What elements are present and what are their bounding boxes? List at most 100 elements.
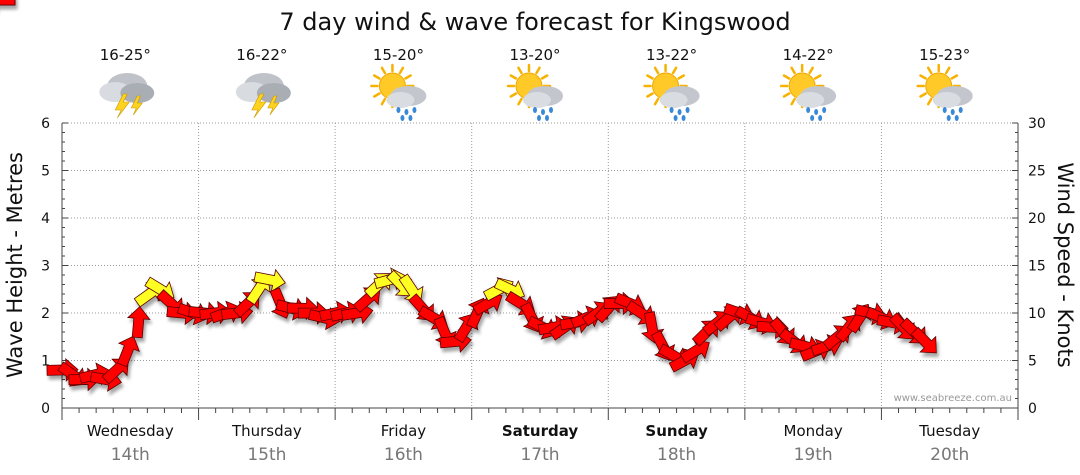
date-label: 20th [930, 445, 969, 465]
sun-ray [509, 74, 518, 80]
temp-range-label: 13-20° [509, 46, 560, 64]
cloud-shape [523, 92, 551, 108]
right-tick-label: 0 [1028, 401, 1037, 417]
day-label: Friday [381, 422, 427, 440]
rain-drop [404, 109, 409, 115]
sun-ray [372, 92, 381, 98]
date-label: 15th [247, 445, 286, 465]
sun-ray [790, 66, 796, 75]
rain-drop [537, 115, 541, 121]
sun-ray [671, 66, 678, 75]
rain-drop [541, 109, 545, 115]
day-label: Tuesday [918, 422, 980, 440]
rain-drop [669, 107, 674, 113]
wind-arrow [126, 305, 151, 339]
left-tick-label: 3 [41, 259, 50, 275]
sun-ray [380, 66, 387, 75]
temp-range-label: 15-23° [919, 46, 970, 64]
sun-ray [517, 66, 523, 75]
lightning-bolt [130, 95, 143, 116]
chart-axes: 0 1 2 3 4 5 6 0 5 10 15 20 25 30 [41, 116, 1046, 420]
day-label: Sunday [645, 422, 708, 440]
date-label: 17th [520, 445, 559, 465]
rain-drop [942, 107, 947, 113]
left-tick-label: 1 [41, 354, 50, 370]
wind-arrow [101, 358, 129, 385]
left-tick-label: 4 [41, 211, 50, 227]
sun-ray [944, 66, 951, 75]
credit-text: www.seabreeze.com.au [894, 393, 1012, 404]
rain-drop [408, 115, 413, 121]
right-tick-label: 20 [1028, 211, 1046, 227]
rain-drop [400, 115, 405, 121]
temp-range-label: 16-22° [236, 46, 287, 64]
right-tick-label: 25 [1028, 164, 1046, 180]
wind-arrows [0, 0, 937, 392]
cloud-shape [120, 83, 155, 103]
day-label: Monday [784, 422, 843, 440]
lightning-bolt [251, 93, 267, 119]
sun-ray [646, 92, 654, 98]
cloud-shape [659, 92, 688, 108]
right-tick-label: 15 [1028, 259, 1046, 275]
left-tick-label: 2 [41, 306, 50, 322]
wind-arrow [910, 326, 937, 354]
left-tick-label: 5 [41, 164, 50, 180]
rain-drop [533, 107, 537, 113]
x-axis-labels: Wednesday 14th Thursday 15th Friday 16th Satur… [87, 422, 980, 465]
wind-arrow [0, 0, 16, 6]
rain-drop [814, 109, 819, 115]
sun-ray [926, 66, 933, 75]
thunderstorm-icon [99, 73, 155, 119]
sun-ray [517, 97, 523, 106]
temp-range-label: 13-22° [646, 46, 697, 64]
right-axis-title: Wind Speed - Knots [1053, 162, 1077, 367]
rain-drop [677, 109, 682, 115]
sun-showers-icon [506, 63, 563, 121]
rain-drop [549, 107, 553, 113]
day-label: Thursday [231, 422, 302, 440]
temp-range-label: 15-20° [373, 46, 424, 64]
sun-ray [540, 74, 549, 80]
day-label: Saturday [502, 422, 579, 440]
chart-title: 7 day wind & wave forecast for Kingswood [279, 8, 790, 36]
cloud-shape [796, 92, 825, 108]
sun-showers-icon [643, 63, 700, 121]
date-label: 18th [657, 445, 696, 465]
date-label: 19th [794, 445, 833, 465]
date-label: 16th [384, 445, 423, 465]
sun-ray [398, 66, 405, 75]
rain-drop [946, 115, 951, 121]
rain-drop [685, 107, 690, 113]
wind-arrow [116, 335, 140, 368]
rain-drop [681, 115, 686, 121]
sun-ray [646, 74, 654, 80]
rain-drop [954, 115, 959, 121]
rain-drop [396, 107, 401, 113]
cloud-shape [932, 92, 961, 108]
sun-ray [782, 74, 791, 80]
rain-drop [818, 115, 823, 121]
thunderstorm-icon [235, 73, 291, 119]
sun-ray [404, 74, 412, 80]
wind-arrow [253, 268, 286, 293]
sun-ray [926, 97, 933, 106]
weather-icons: 16-25° 16-22° 15-20° 13-20° 13-22° 14-22° 15-2… [99, 46, 973, 121]
cloud-shape [256, 83, 291, 103]
rain-drop [958, 107, 963, 113]
rain-drop [673, 115, 678, 121]
sun-ray [808, 66, 814, 75]
right-tick-label: 10 [1028, 306, 1046, 322]
sun-ray [919, 92, 927, 98]
left-tick-label: 6 [41, 116, 50, 132]
sun-ray [790, 97, 796, 106]
sun-ray [677, 74, 686, 80]
sun-ray [653, 97, 660, 106]
rain-drop [545, 115, 549, 121]
sun-showers-icon [779, 63, 837, 121]
sun-ray [813, 74, 822, 80]
sun-showers-icon [370, 63, 427, 121]
sun-ray [919, 74, 927, 80]
sun-ray [509, 92, 518, 98]
